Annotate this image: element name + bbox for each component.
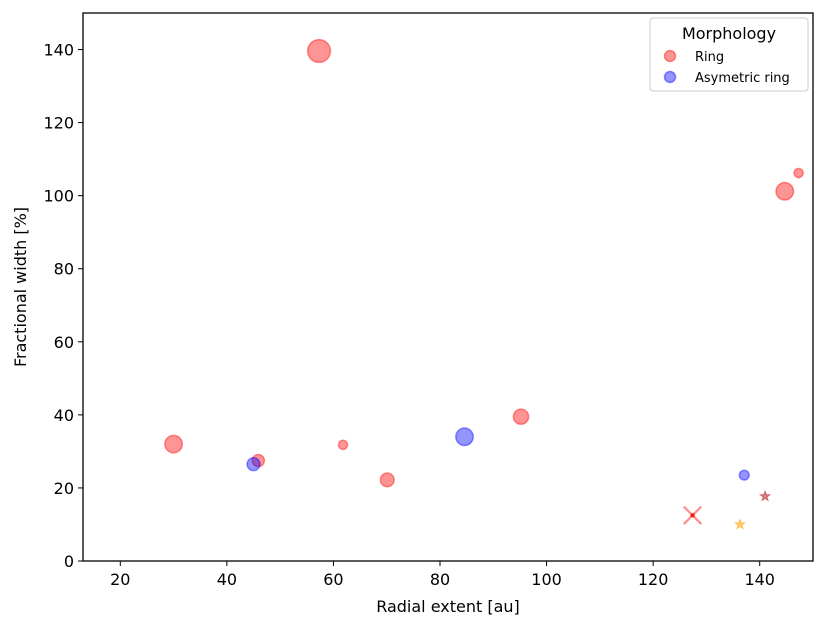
x-point — [683, 505, 703, 525]
ring-point — [793, 167, 804, 179]
ring-point — [337, 439, 349, 451]
y-tick-label: 60 — [54, 333, 74, 352]
legend-marker — [663, 49, 677, 63]
x-tick-label: 100 — [531, 570, 562, 589]
ring-point — [164, 434, 184, 454]
asymetric-ring-point — [738, 469, 750, 481]
x-tick-label: 60 — [323, 570, 343, 589]
y-tick-label: 0 — [64, 552, 74, 571]
asymetric-ring-point — [455, 427, 475, 447]
y-tick-label: 20 — [54, 479, 74, 498]
y-tick-label: 40 — [54, 406, 74, 425]
y-tick-label: 140 — [43, 41, 74, 60]
legend-marker — [663, 70, 677, 84]
x-tick-label: 120 — [638, 570, 669, 589]
x-axis-label: Radial extent [au] — [376, 597, 520, 616]
star-point — [733, 517, 747, 530]
y-axis-label: Fractional width [%] — [11, 207, 30, 367]
plot-area — [164, 38, 804, 530]
y-tick-label: 100 — [43, 187, 74, 206]
legend-title: Morphology — [682, 24, 776, 43]
asymetric-ring-point — [246, 456, 261, 472]
legend-label: Asymetric ring — [695, 71, 790, 86]
legend: Morphology Ring Asymetric ring — [649, 17, 809, 92]
x-marker-center — [690, 513, 695, 518]
axes-frame — [82, 12, 814, 562]
ring-point — [306, 38, 332, 64]
ring-point — [251, 453, 266, 468]
x-axis: 20 40 60 80 100 120 140 — [110, 561, 775, 589]
star-point — [758, 489, 772, 502]
ring-point — [512, 408, 530, 426]
ring-point — [379, 472, 395, 488]
ring-point — [775, 181, 795, 201]
x-tick-label: 40 — [217, 570, 237, 589]
y-tick-label: 80 — [54, 260, 74, 279]
legend-box — [649, 17, 809, 92]
legend-label: Ring — [695, 50, 724, 65]
x-tick-label: 140 — [744, 570, 775, 589]
x-tick-label: 20 — [110, 570, 130, 589]
y-tick-label: 120 — [43, 114, 74, 133]
x-tick-label: 80 — [430, 570, 450, 589]
y-axis: 0 20 40 60 80 100 120 140 — [43, 41, 83, 571]
